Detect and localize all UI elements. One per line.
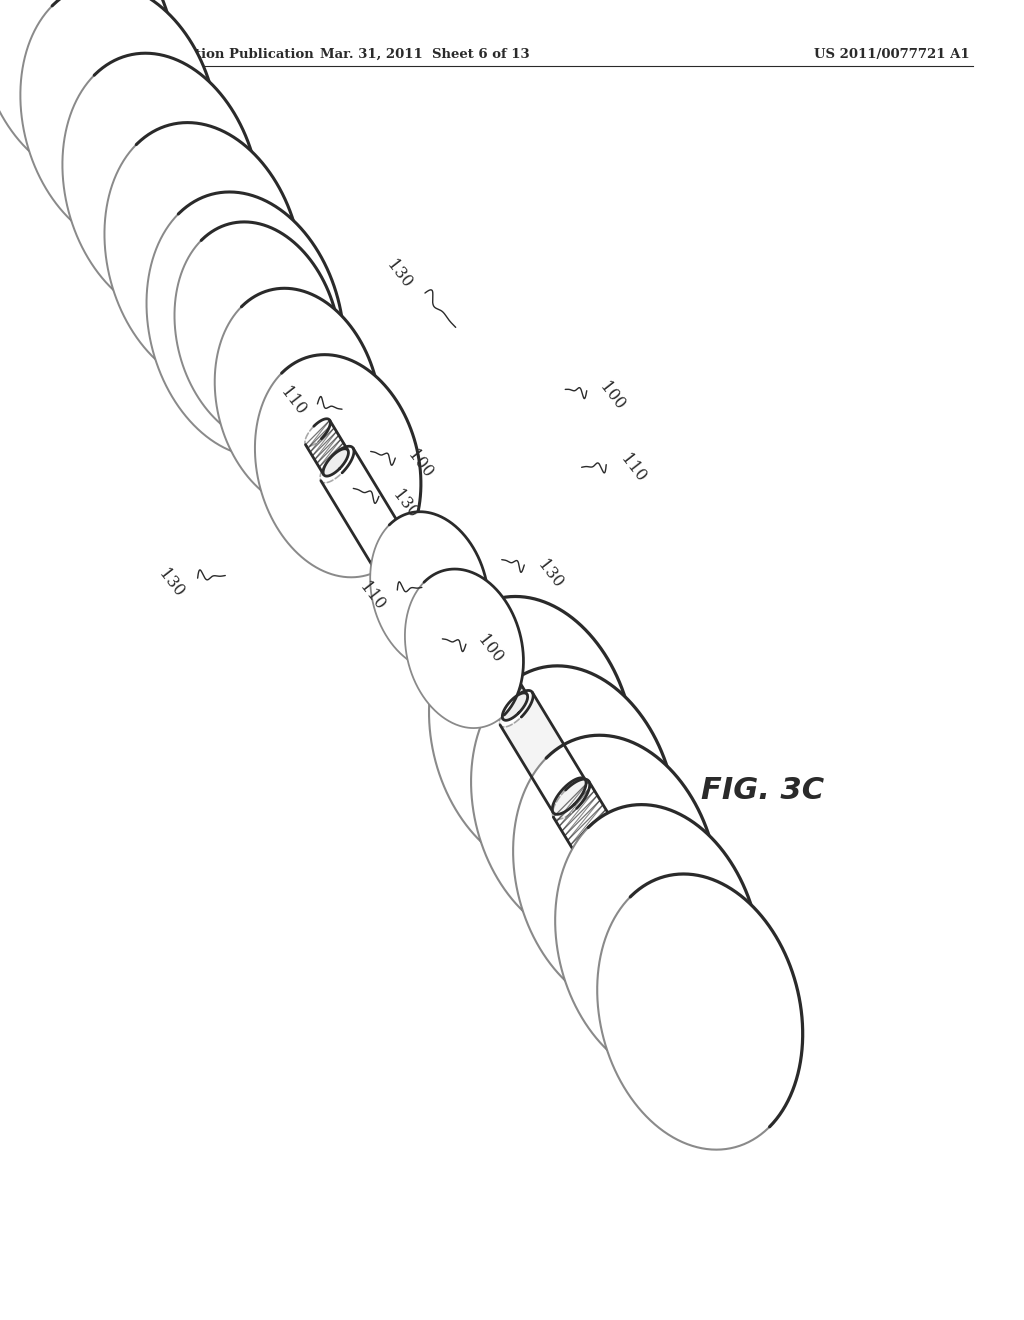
Text: 100: 100 <box>473 632 506 667</box>
Polygon shape <box>597 874 803 1150</box>
Polygon shape <box>555 805 761 1080</box>
Polygon shape <box>251 346 310 418</box>
Polygon shape <box>62 53 260 318</box>
Polygon shape <box>500 693 586 812</box>
Polygon shape <box>321 449 407 568</box>
Polygon shape <box>250 342 284 379</box>
Polygon shape <box>255 355 421 577</box>
Polygon shape <box>429 597 635 873</box>
Polygon shape <box>503 693 527 721</box>
Polygon shape <box>201 257 225 285</box>
Polygon shape <box>471 665 677 941</box>
Polygon shape <box>198 257 284 376</box>
Text: 110: 110 <box>276 384 309 418</box>
Polygon shape <box>374 537 433 610</box>
Text: 100: 100 <box>403 447 436 482</box>
Text: 110: 110 <box>355 579 388 614</box>
Polygon shape <box>182 228 225 284</box>
Polygon shape <box>0 0 176 180</box>
Polygon shape <box>104 123 302 388</box>
Text: 130: 130 <box>388 487 421 521</box>
Polygon shape <box>484 664 527 719</box>
Polygon shape <box>513 735 719 1011</box>
Text: US 2011/0077721 A1: US 2011/0077721 A1 <box>814 48 970 61</box>
Polygon shape <box>404 569 523 729</box>
Polygon shape <box>373 533 407 570</box>
Text: Patent Application Publication: Patent Application Publication <box>87 48 313 61</box>
Text: 110: 110 <box>616 451 649 486</box>
Text: 130: 130 <box>383 257 416 292</box>
Text: 130: 130 <box>534 557 566 591</box>
Polygon shape <box>324 449 348 477</box>
Polygon shape <box>575 817 612 857</box>
Polygon shape <box>553 781 612 854</box>
Text: Mar. 31, 2011  Sheet 6 of 13: Mar. 31, 2011 Sheet 6 of 13 <box>321 48 529 61</box>
Polygon shape <box>396 573 433 612</box>
Polygon shape <box>146 191 344 457</box>
Text: 100: 100 <box>596 379 629 413</box>
Polygon shape <box>174 222 340 445</box>
Polygon shape <box>552 777 586 814</box>
Polygon shape <box>305 420 348 475</box>
Text: FIG. 3C: FIG. 3C <box>701 776 824 805</box>
Polygon shape <box>273 381 310 421</box>
Text: 130: 130 <box>155 566 187 601</box>
Polygon shape <box>20 0 218 249</box>
Polygon shape <box>215 288 381 511</box>
Polygon shape <box>370 512 488 671</box>
